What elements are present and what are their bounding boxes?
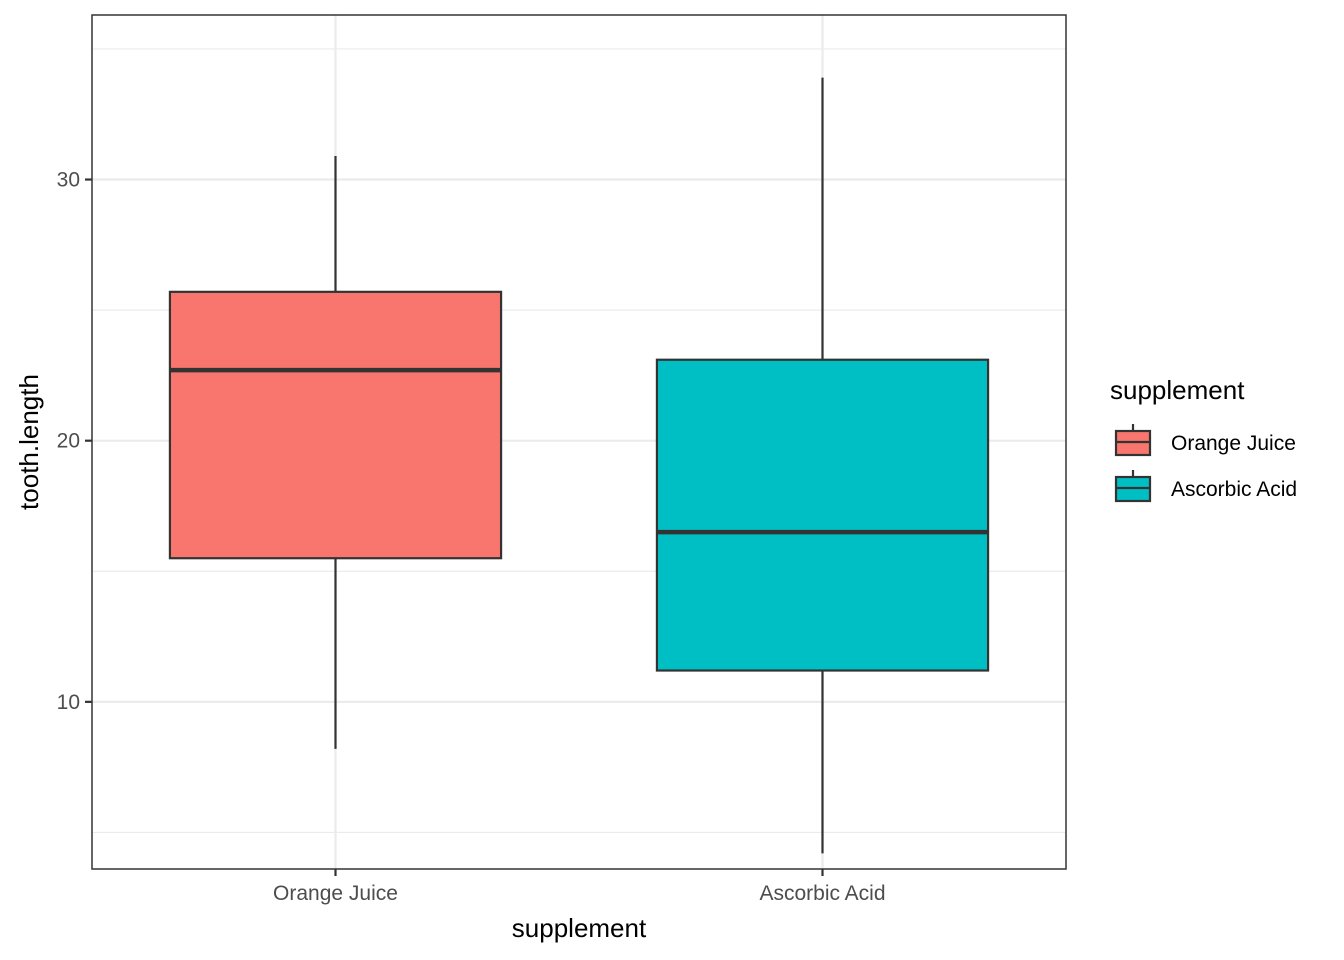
box-group <box>168 156 503 749</box>
box-iqr <box>168 290 503 560</box>
legend-label: Orange Juice <box>1171 432 1296 455</box>
boxes <box>168 77 990 854</box>
x-axis-title: supplement <box>512 913 647 943</box>
legend: supplement Orange Juice Ascorbic Acid <box>1110 375 1297 503</box>
box-iqr <box>655 358 990 672</box>
y-tick-label: 30 <box>57 169 80 192</box>
axes: 10 20 30 Orange Juice Ascorbic Acid <box>57 169 886 905</box>
y-tick-label: 10 <box>57 691 80 714</box>
legend-item: Orange Juice <box>1114 424 1296 457</box>
y-axis-title: tooth.length <box>14 374 44 510</box>
legend-item: Ascorbic Acid <box>1114 470 1297 503</box>
box-group <box>655 77 990 854</box>
legend-items: Orange Juice Ascorbic Acid <box>1114 424 1297 503</box>
legend-title: supplement <box>1110 375 1245 405</box>
x-tick-label: Orange Juice <box>273 882 398 905</box>
legend-label: Ascorbic Acid <box>1171 478 1297 501</box>
y-tick-label: 20 <box>57 430 80 453</box>
plot-panel-border <box>91 14 1067 870</box>
x-tick-label: Ascorbic Acid <box>759 882 885 905</box>
